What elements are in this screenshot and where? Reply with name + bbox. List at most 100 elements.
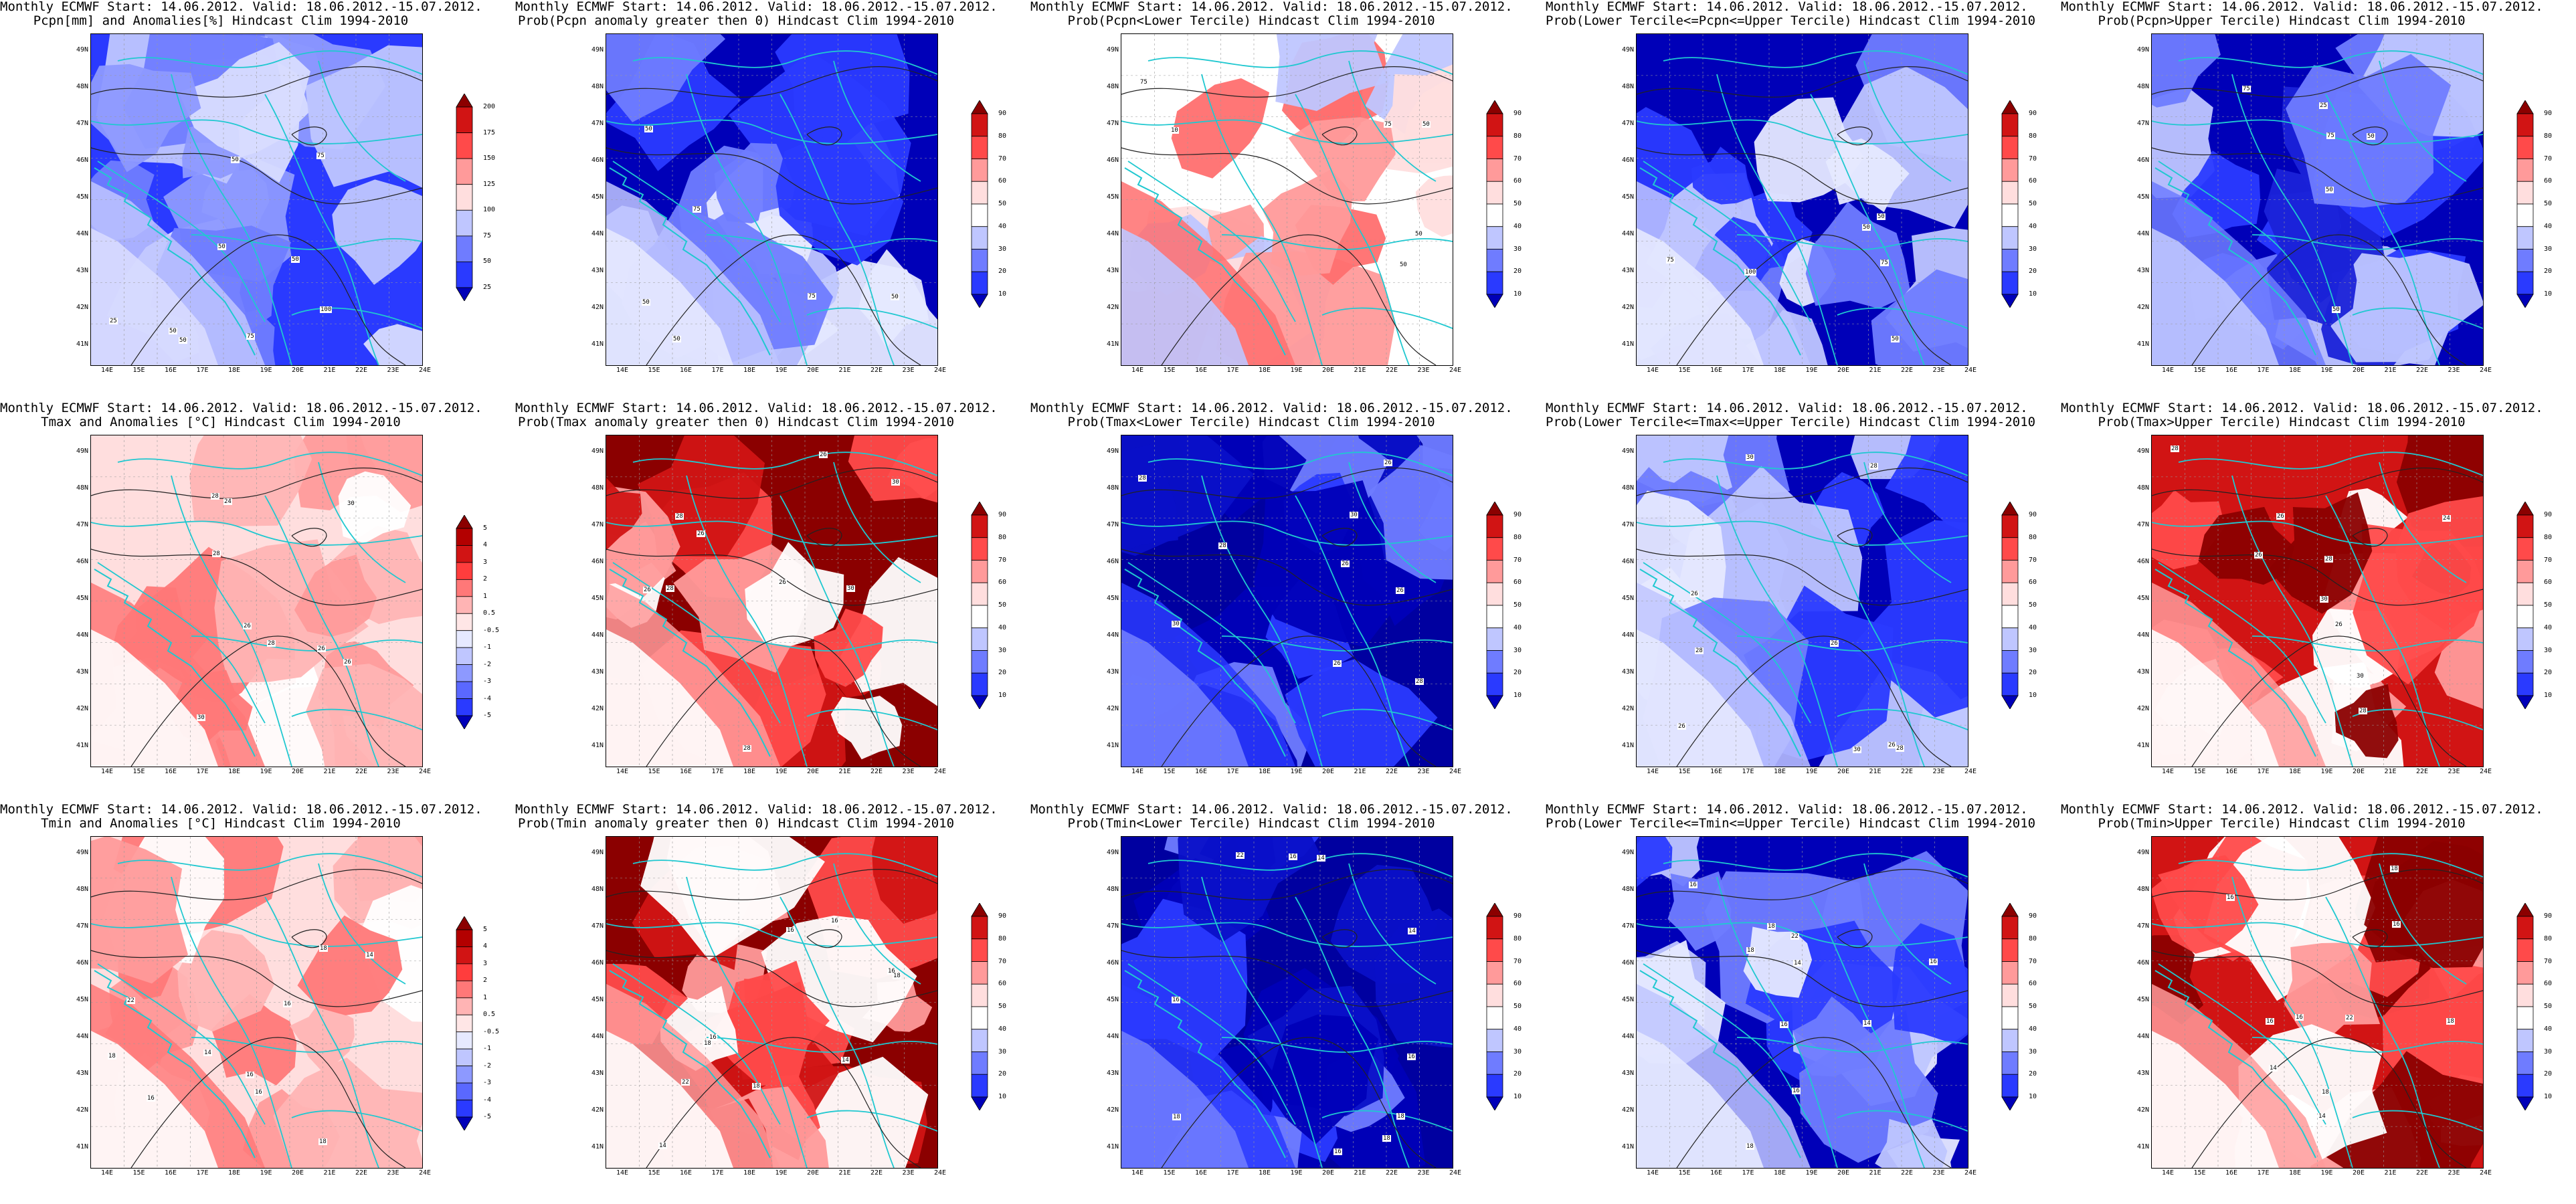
longitude-label: 20E [1837,367,1850,374]
colorbar-segment [1486,514,1503,538]
latitude-label: 42N [1621,304,1634,311]
colorbar-label: -3 [483,678,492,686]
colorbar-label: -1 [483,1045,492,1053]
colorbar-segment [456,528,473,546]
colorbar-label: 25 [483,284,492,291]
country-border [264,896,379,1168]
map-canvas [91,837,422,1168]
colorbar-segment [2001,582,2019,606]
country-border [1716,475,1838,767]
colorbar-segment [2516,560,2534,583]
latitude-label: 46N [1106,157,1119,164]
contour-label: 16 [1289,854,1297,860]
panel-title-line1: Monthly ECMWF Start: 14.06.2012. Valid: … [515,802,998,817]
country-border [2231,876,2353,1168]
longitude-label: 19E [1805,1169,1818,1177]
colorbar-arrow [971,1096,988,1110]
colorbar-svg [2001,903,2019,1110]
contour-label: 28 [675,513,684,520]
contour-label: 30 [347,500,355,507]
colorbar-label: 60 [2029,980,2037,988]
colorbar-segment [2516,672,2534,696]
latitude-label: 47N [1106,922,1119,930]
colorbar-label: 10 [998,1093,1007,1100]
latitude-label: 48N [591,886,604,893]
country-border [806,1110,937,1132]
longitude-label: 24E [933,1169,947,1177]
coastline [2154,167,2316,356]
contour-label: 28 [2359,708,2367,714]
country-border [91,520,422,546]
country-border [1201,876,1323,1168]
colorbar-segment [2001,271,2019,295]
contour-label: 26 [1396,587,1404,594]
colorbar-segment [971,1006,988,1030]
contour-label: 26 [1888,742,1896,748]
colorbar [1999,502,2026,709]
isoline [2152,869,2483,900]
colorbar-segment [456,613,473,631]
colorbar-segment [2516,938,2534,962]
latitude-label: 44N [1106,1033,1119,1040]
longitude-label: 15E [648,768,660,775]
longitude-label: 14E [616,768,629,775]
coastal-region [606,228,733,365]
latitude-label: 48N [76,484,88,492]
country-border [1221,1037,1453,1053]
longitude-label: 14E [1131,367,1144,374]
field-region [2152,87,2215,199]
longitude-label: 18E [1258,1169,1271,1177]
latitude-label: 49N [76,46,88,54]
colorbar-segment [971,582,988,606]
latitude-label: 47N [1621,120,1634,127]
latitude-label: 43N [2136,668,2149,676]
colorbar-segment [456,106,473,133]
country-border [2325,94,2440,365]
colorbar-segment [2516,650,2534,674]
map-panel: Monthly ECMWF Start: 14.06.2012. Valid: … [0,803,515,1204]
colorbar-label: 70 [2544,957,2553,965]
longitude-label: 18E [2288,768,2302,775]
contour-label: 25 [2319,102,2328,109]
latitude-label: 45N [1106,996,1119,1003]
field-region [775,136,904,266]
colorbar-arrow [456,287,473,301]
country-border [1348,60,1437,182]
latitude-label: 43N [2136,1070,2149,1077]
coastline [94,569,256,757]
colorbar-label: 50 [2544,601,2553,609]
field-region [745,542,844,646]
panel-title: Monthly ECMWF Start: 14.06.2012. Valid: … [515,802,998,831]
isoline [1161,635,1437,767]
colorbar-label: 20 [1513,669,1522,677]
longitude-label: 15E [2193,1169,2206,1177]
colorbar-segment [2516,514,2534,538]
panel-title-line2: Prob(Lower Tercile<=Tmax<=Upper Tercile)… [1546,415,2036,429]
field-region [830,696,903,760]
panel-title: Monthly ECMWF Start: 14.06.2012. Valid: … [1546,0,2035,28]
colorbar-segment [2001,181,2019,205]
country-border [1295,896,1410,1168]
colorbar-segment [2516,1074,2534,1098]
colorbar-label: -4 [483,694,492,702]
coastline [1639,167,1801,356]
country-border [806,708,937,730]
longitude-label: 19E [1290,367,1303,374]
colorbar-segment [456,158,473,185]
colorbar-label: 90 [998,912,1007,920]
country-border [1810,495,1925,767]
colorbar-label: 175 [483,128,496,136]
colorbar-segment [2516,1006,2534,1030]
country-border [632,853,937,878]
country-border [117,452,422,476]
panel-title-line2: Prob(Pcpn anomaly greater then 0) Hindca… [517,13,955,28]
colorbar-label: 80 [998,533,1007,541]
coastal-region [1121,629,1249,767]
colorbar-segment [971,961,988,985]
contour-label: 28 [666,585,674,592]
isoline [2352,929,2388,948]
colorbar-segment [456,997,473,1015]
longitude-label: 23E [1932,768,1945,775]
colorbar-label: 20 [2544,669,2553,677]
longitude-label: 14E [616,367,629,374]
